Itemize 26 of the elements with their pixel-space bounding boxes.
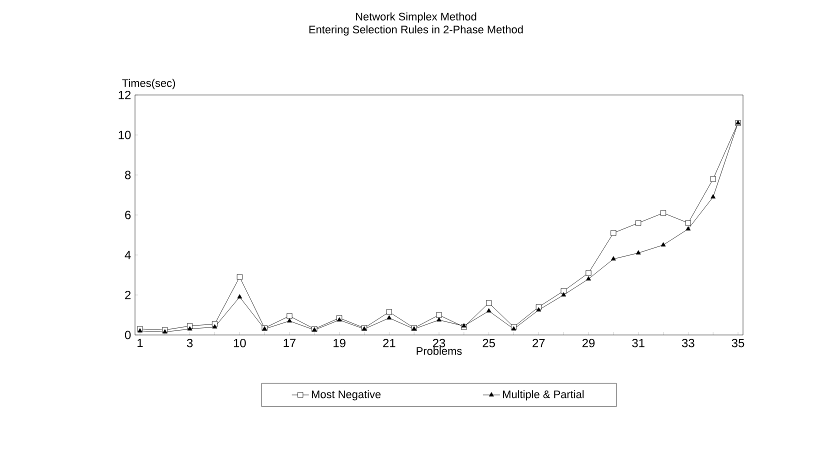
x-tick-label: 35 xyxy=(732,338,744,348)
y-tick-label: 4 xyxy=(124,250,131,260)
x-tick-label: 25 xyxy=(482,338,495,348)
chart-subtitle: Entering Selection Rules in 2-Phase Method xyxy=(309,25,523,36)
y-tick-label: 6 xyxy=(125,210,131,220)
y-tick-label: 10 xyxy=(118,130,131,140)
x-tick-label: 10 xyxy=(234,338,246,348)
x-tick-label: 29 xyxy=(582,338,595,348)
chart-title: Network Simplex Method xyxy=(356,12,476,23)
y-tick-label: 0 xyxy=(124,330,131,340)
x-axis-title: Problems xyxy=(416,346,462,355)
x-tick-label: 3 xyxy=(186,338,193,348)
x-tick-label: 31 xyxy=(632,338,644,348)
x-tick-label: 17 xyxy=(284,338,296,348)
x-tick-label: 1 xyxy=(138,338,143,348)
y-tick-label: 12 xyxy=(118,90,131,100)
y-axis-title: Times(sec) xyxy=(122,78,176,90)
x-tick-label: 21 xyxy=(383,338,396,348)
y-tick-label: 8 xyxy=(125,170,131,180)
y-tick-label: 2 xyxy=(125,290,131,300)
legend-label: Most Negative xyxy=(312,390,381,400)
x-tick-label: 27 xyxy=(532,338,545,348)
x-tick-label: 19 xyxy=(334,338,346,348)
x-tick-label: 33 xyxy=(682,338,694,348)
legend-label: Multiple & Partial xyxy=(503,390,584,400)
x-tick-label: 23 xyxy=(432,338,446,348)
